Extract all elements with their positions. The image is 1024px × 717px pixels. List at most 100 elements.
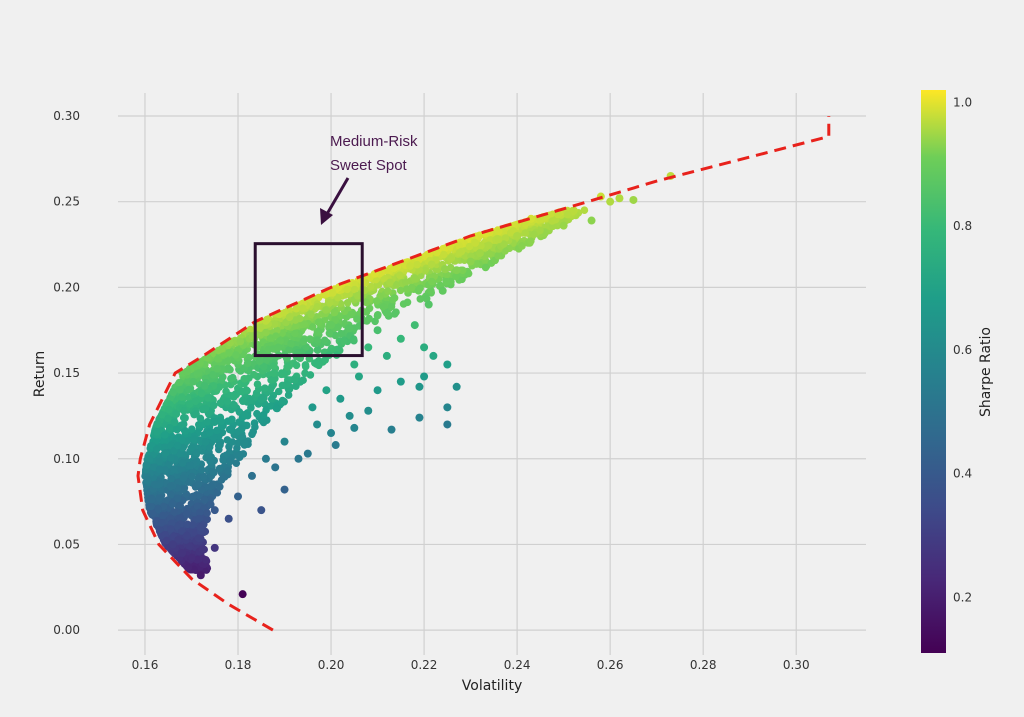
x-tick-label: 0.28: [690, 658, 717, 672]
scatter-point: [195, 369, 203, 377]
scatter-point: [168, 500, 176, 508]
scatter-point: [223, 436, 232, 444]
scatter-point: [291, 329, 299, 338]
scatter-point: [164, 414, 172, 423]
scatter-point: [182, 531, 191, 540]
scatter-point: [188, 425, 196, 434]
scatter-point: [196, 523, 205, 532]
scatter-point: [179, 486, 188, 494]
scatter-point: [384, 287, 392, 295]
scatter-point: [343, 285, 352, 294]
y-tick-label: 0.30: [53, 109, 80, 123]
colorbar-tick-label: 0.4: [953, 467, 972, 481]
scatter-point: [185, 385, 193, 394]
scatter-point: [182, 510, 191, 518]
scatter-point: [209, 370, 217, 379]
scatter-point: [249, 428, 257, 436]
scatter-point: [373, 386, 382, 395]
y-tick-label: 0.00: [53, 623, 80, 637]
scatter-point: [219, 456, 227, 464]
scatter-point: [143, 476, 152, 484]
scatter-point: [219, 373, 227, 381]
scatter-point: [373, 326, 382, 335]
scatter-point: [443, 403, 452, 412]
scatter-point: [230, 391, 239, 400]
scatter-point: [197, 389, 206, 398]
scatter-point: [287, 339, 295, 348]
scatter-point: [301, 362, 310, 371]
scatter-point: [203, 354, 212, 362]
scatter-point: [353, 315, 361, 323]
scatter-point: [224, 514, 233, 523]
scatter-point: [390, 310, 399, 318]
scatter-point: [238, 424, 246, 433]
scatter-point: [494, 252, 503, 260]
scatter-point: [247, 404, 255, 412]
scatter-point: [465, 242, 474, 251]
y-tick-label: 0.10: [53, 452, 80, 466]
scatter-point: [271, 320, 279, 328]
scatter-point: [187, 443, 196, 452]
scatter-point: [386, 278, 394, 287]
annotation-arrow: [320, 177, 350, 225]
scatter-point: [345, 411, 354, 420]
scatter-point: [413, 260, 421, 269]
scatter-point: [155, 465, 164, 474]
scatter-point: [580, 206, 589, 214]
scatter-point: [334, 293, 342, 302]
scatter-point: [587, 216, 596, 225]
scatter-point: [261, 454, 270, 463]
scatter-point: [174, 536, 182, 544]
scatter-point: [178, 527, 186, 535]
scatter-points: [168, 171, 675, 599]
scatter-point: [247, 471, 256, 480]
x-tick-label: 0.26: [597, 658, 624, 672]
colorbar-label: Sharpe Ratio: [978, 327, 994, 417]
scatter-point: [177, 436, 186, 444]
scatter-point: [629, 195, 638, 204]
y-tick-label: 0.20: [53, 280, 80, 294]
scatter-point: [234, 439, 243, 447]
scatter-point: [176, 514, 185, 523]
scatter-point: [240, 410, 249, 419]
scatter-point: [322, 306, 330, 314]
scatter-point: [284, 391, 293, 399]
scatter-point: [232, 351, 240, 359]
scatter-point: [313, 346, 322, 354]
scatter-point: [501, 234, 510, 242]
scatter-point: [145, 455, 154, 463]
scatter-point: [387, 425, 396, 434]
scatter-point: [499, 240, 508, 248]
scatter-point: [615, 194, 624, 203]
scatter-point: [477, 241, 485, 250]
scatter-point: [280, 485, 289, 494]
scatter-point: [152, 445, 161, 454]
scatter-point: [168, 540, 177, 549]
scatter-point: [170, 465, 178, 473]
scatter-point: [475, 249, 484, 258]
scatter-point: [180, 406, 188, 415]
scatter-point: [238, 590, 247, 599]
scatter-point: [280, 370, 289, 379]
scatter-point: [299, 304, 307, 313]
scatter-point: [192, 448, 200, 457]
scatter-point: [224, 467, 232, 475]
scatter-point: [513, 231, 522, 240]
scatter-point: [147, 502, 155, 511]
scatter-point: [325, 329, 334, 338]
scatter-point: [530, 230, 538, 239]
scatter-point: [213, 426, 221, 435]
scatter-point: [185, 542, 193, 550]
scatter-point: [214, 346, 223, 355]
grid: [118, 93, 866, 655]
scatter-point: [563, 210, 572, 219]
scatter-point: [178, 549, 187, 558]
scatter-point: [266, 385, 275, 393]
scatter-point: [274, 343, 283, 352]
scatter-point: [527, 214, 536, 223]
scatter-point: [155, 457, 164, 466]
scatter-point: [143, 461, 151, 470]
scatter-point: [294, 454, 303, 463]
scatter-point: [227, 425, 235, 433]
